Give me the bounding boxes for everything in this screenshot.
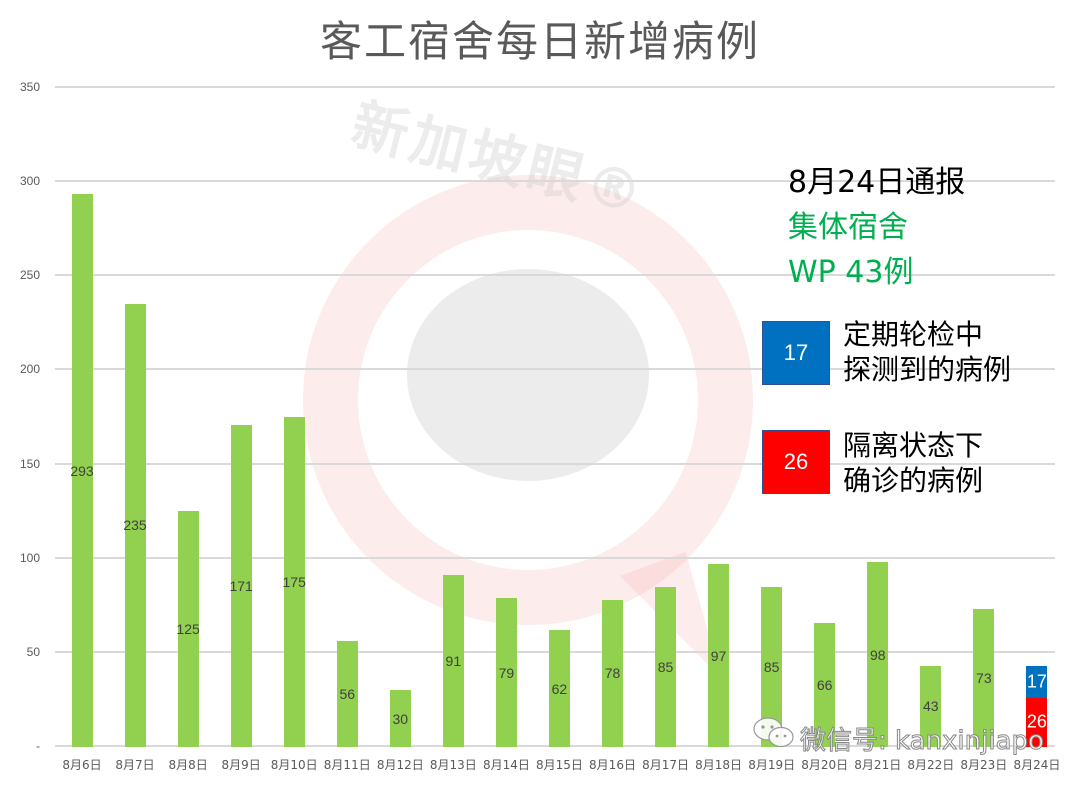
x-tick-label: 8月11日 [323,758,371,772]
x-tick-label: 8月7日 [115,758,155,772]
bar [336,641,358,747]
annotation-total: WP 43例 [788,255,914,290]
bar [920,665,942,747]
bar [71,194,93,747]
bar [177,511,199,747]
bar-value-label: 43 [923,698,939,715]
bar [761,586,783,747]
wechat-id-watermark: 微信号: kanxinjiapo [800,726,1045,757]
x-tick-label: 8月21日 [854,758,902,772]
bar-value-label: 17 [1026,671,1047,692]
x-tick-label: 8月16日 [589,758,636,772]
bar-value-label: 125 [176,621,200,638]
bar-value-label: 97 [710,647,727,664]
gridline [55,180,1055,182]
bar [602,599,623,747]
gridline [55,274,1055,276]
y-tick-label: 150 [19,457,40,471]
x-tick-label: 8月19日 [748,758,796,772]
bar-value-label: 85 [763,658,780,675]
y-tick-label: 350 [19,80,40,94]
legend-swatch-routine-test: 17 [762,321,830,385]
x-tick-label: 8月6日 [62,758,102,772]
bar [867,562,889,747]
bar-value-label: 175 [282,574,306,590]
y-tick-label: 250 [19,268,40,282]
bar-segment [1026,665,1048,698]
x-tick-label: 8月14日 [482,758,530,772]
bar [973,609,995,747]
annotation-date: 8月24日通报 [788,165,966,200]
bar [230,424,252,747]
bar-value-label: 235 [123,517,147,534]
bar [495,598,517,747]
bar [708,564,730,747]
bar-value-label: 66 [816,676,833,693]
bar-value-label: 78 [604,665,621,682]
x-tick-label: 8月9日 [221,758,261,772]
bar-value-label: 171 [229,577,253,594]
legend-swatch-quarantine: 26 [762,430,830,494]
x-tick-label: 8月23日 [960,758,1008,772]
bar [655,586,677,747]
bar [124,303,146,747]
bar-value-label: 98 [869,646,886,663]
watermark-logo-circle [407,269,649,481]
bar [442,575,464,747]
bar [283,417,305,747]
bar-value-label: 26 [1026,711,1047,732]
x-tick-label: 8月17日 [642,758,689,772]
y-tick-label: 200 [19,362,40,376]
wechat-icon [753,717,794,748]
x-tick-label: 8月8日 [168,758,208,772]
y-tick-label: - [36,739,40,753]
x-tick-label: 8月15日 [535,758,583,772]
gridline [55,368,1055,370]
bar-value-label: 79 [498,664,515,681]
bar-value-label: 73 [976,670,992,687]
gridline [55,86,1055,88]
annotation-dormitory: 集体宿舍 [788,210,908,245]
y-tick-label: 300 [19,174,40,188]
x-tick-label: 8月10日 [270,758,318,772]
y-tick-label: 50 [26,645,40,659]
gridline [55,557,1055,559]
chart-title: 客工宿舍每日新增病例 [319,17,760,66]
bar [389,690,411,747]
legend-label-routine-test-line2: 探测到的病例 [843,353,1012,386]
legend-label-quarantine-line2: 确诊的病例 [843,464,984,497]
bar-value-label: 293 [70,462,94,479]
legend-label-quarantine-line1: 隔离状态下 [843,429,984,462]
legend-label-routine-test-line1: 定期轮检中 [843,318,984,351]
x-tick-label: 8月18日 [695,758,743,772]
bar-segment [1026,697,1048,747]
x-tick-label: 8月20日 [801,758,849,772]
x-tick-label: 8月12日 [376,758,424,772]
x-tick-label: 8月13日 [429,758,477,772]
bar [814,622,836,747]
bar-value-label: 91 [445,653,462,670]
bar [548,630,570,747]
bar-value-label: 56 [339,686,356,703]
y-tick-label: 100 [19,551,40,565]
bar-value-label: 30 [392,710,409,727]
x-tick-label: 8月24日 [1013,758,1061,772]
x-tick-label: 8月22日 [907,758,955,772]
bar-value-label: 85 [657,658,674,675]
bar-value-label: 62 [551,680,568,697]
gridline [55,463,1055,465]
